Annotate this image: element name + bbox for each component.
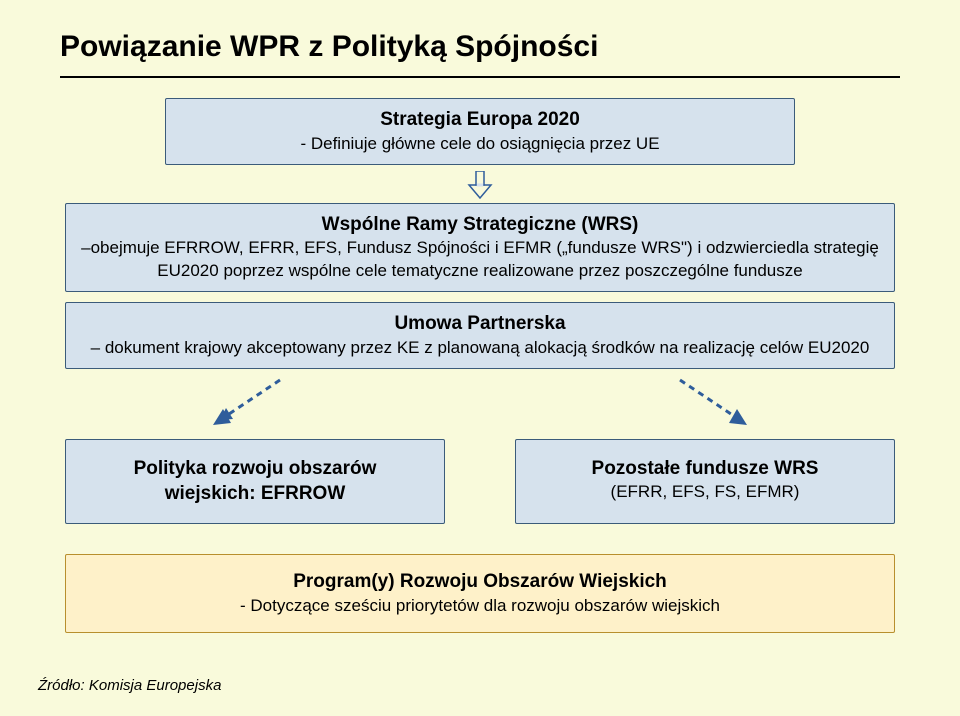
- box-pozostale: Pozostałe fundusze WRS (EFRR, EFS, FS, E…: [515, 439, 895, 524]
- arrow-down-icon: [467, 171, 493, 199]
- title-rule: [60, 76, 900, 78]
- source-text: Źródło: Komisja Europejska: [38, 677, 221, 694]
- box-polityka-line1: Polityka rozwoju obszarów: [80, 456, 430, 482]
- row-two-boxes: Polityka rozwoju obszarów wiejskich: EFR…: [65, 439, 895, 524]
- box-wrs-text: –obejmuje EFRROW, EFRR, EFS, Fundusz Spó…: [80, 237, 880, 283]
- dashed-arrow-left-icon: [185, 375, 305, 435]
- slide: Powiązanie WPR z Polityką Spójności Stra…: [0, 0, 960, 716]
- box-wrs-title: Wspólne Ramy Strategiczne (WRS): [80, 212, 880, 238]
- page-title: Powiązanie WPR z Polityką Spójności: [60, 30, 900, 64]
- box-polityka: Polityka rozwoju obszarów wiejskich: EFR…: [65, 439, 445, 524]
- box-polityka-line2: wiejskich: EFRROW: [80, 481, 430, 507]
- box-strategia-title: Strategia Europa 2020: [180, 107, 780, 133]
- box-umowa-title: Umowa Partnerska: [80, 311, 880, 337]
- dashed-arrows-row: [65, 375, 895, 435]
- box-pozostale-line1: Pozostałe fundusze WRS: [530, 456, 880, 482]
- dashed-arrow-right-icon: [655, 375, 775, 435]
- box-strategia: Strategia Europa 2020 - Definiuje główne…: [165, 98, 795, 165]
- box-program-title: Program(y) Rozwoju Obszarów Wiejskich: [80, 569, 880, 595]
- box-wrs: Wspólne Ramy Strategiczne (WRS) –obejmuj…: [65, 203, 895, 293]
- box-umowa-text: – dokument krajowy akceptowany przez KE …: [80, 337, 880, 360]
- box-program: Program(y) Rozwoju Obszarów Wiejskich - …: [65, 554, 895, 633]
- box-program-text: - Dotyczące sześciu priorytetów dla rozw…: [80, 595, 880, 618]
- box-pozostale-line2: (EFRR, EFS, FS, EFMR): [530, 481, 880, 504]
- box-strategia-text: - Definiuje główne cele do osiągnięcia p…: [180, 133, 780, 156]
- box-umowa: Umowa Partnerska – dokument krajowy akce…: [65, 302, 895, 369]
- title-block: Powiązanie WPR z Polityką Spójności: [60, 30, 900, 78]
